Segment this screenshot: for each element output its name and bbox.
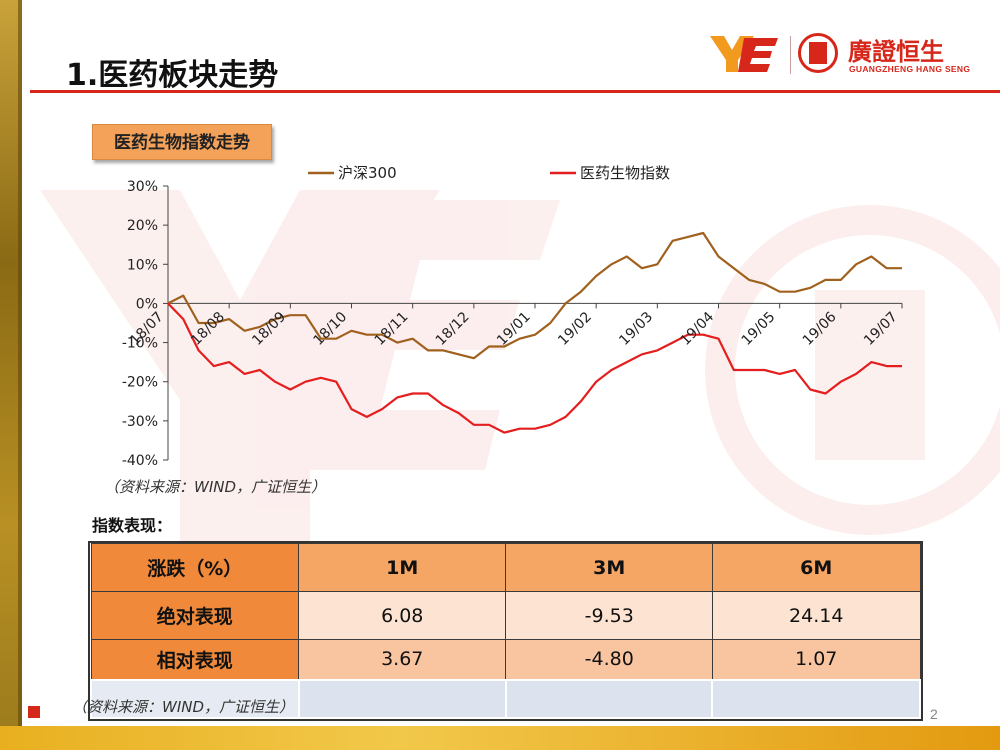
logo-name-cn: 廣證恒生 [848,38,944,66]
table-row-label: 相对表现 [90,639,300,680]
series-line-1 [167,231,902,360]
table-row: 相对表现 3.67 -4.80 1.07 [90,639,921,680]
corner-red-square [28,706,40,718]
y-tick-label: -30% [122,414,158,430]
performance-table: 涨跌（%） 1M 3M 6M 绝对表现 6.08 -9.53 24.14 相对表… [88,541,923,721]
table-cell: -9.53 [505,591,713,640]
chart-title-badge: 医药生物指数走势 [92,124,272,160]
y-tick-label: 30% [127,179,158,195]
table-empty-cell [711,678,921,719]
x-tick-label: 19/06 [800,309,840,349]
left-decor-bar-shade [18,0,22,750]
y-tick-label: 10% [127,257,158,273]
page-number: 2 [930,706,938,722]
seal-icon [798,33,838,73]
title-underline [30,90,1000,93]
line-chart: 沪深300 医药生物指数 30%20%10%0%-10%-20%-30%-40% … [122,164,903,469]
series-line-2 [167,302,902,434]
bottom-decor-bar [0,726,1000,750]
table-header-cell: 3M [505,543,713,592]
table-header-cell: 涨跌（%） [90,543,300,592]
legend-label: 医药生物指数 [580,164,670,182]
table-cell: 1.07 [711,639,921,680]
table-cell: 6.08 [298,591,507,640]
chart-series [167,231,902,434]
x-tick-label: 18/12 [433,309,473,349]
left-decor-bar [0,0,22,750]
x-tick-label: 19/02 [555,309,595,349]
y-tick-label: 0% [136,296,158,312]
ye-logo-mark [710,36,778,72]
y-tick-label: -40% [122,453,158,469]
x-tick-label: 19/07 [861,309,901,349]
table-header-cell: 6M [711,543,921,592]
table-cell: 24.14 [711,591,921,640]
table-title: 指数表现： [92,516,173,535]
table-empty-row [90,678,921,719]
table-source-note: （资料来源：WIND，广证恒生） [72,698,295,716]
x-tick-label: 18/10 [310,309,350,349]
legend-label: 沪深300 [338,164,397,182]
x-tick-label: 19/03 [616,309,656,349]
chart-axes: 30% 20% 10% 0% -10% -20% -30% -40% [122,179,903,469]
y-tick-label: 20% [127,218,158,234]
table-header-cell: 1M [298,543,507,592]
chart-source-note: （资料来源：WIND，广证恒生） [104,478,327,496]
logo-separator [790,36,791,74]
company-logo: 廣證恒生 GUANGZHENG HANG SENG [710,30,970,80]
chart-legend: 沪深300 医药生物指数 [308,164,670,182]
y-tick-label: -10% [122,336,158,352]
table-empty-cell [90,678,300,719]
x-tick-label: 18/11 [372,309,412,349]
table-cell: -4.80 [505,639,713,680]
slide-title: 1.医药板块走势 [66,58,279,93]
table-row: 绝对表现 6.08 -9.53 24.14 [90,591,921,640]
table-header-row: 涨跌（%） 1M 3M 6M [90,543,921,592]
logo-name-en: GUANGZHENG HANG SENG [849,64,971,74]
y-tick-label: -20% [122,375,158,391]
x-tick-label: 19/04 [677,309,717,349]
table-empty-cell [504,678,714,719]
table-cell: 3.67 [298,639,507,680]
table-row-label: 绝对表现 [90,591,300,640]
x-tick-label: 19/05 [739,309,779,349]
table-empty-cell [297,678,507,719]
